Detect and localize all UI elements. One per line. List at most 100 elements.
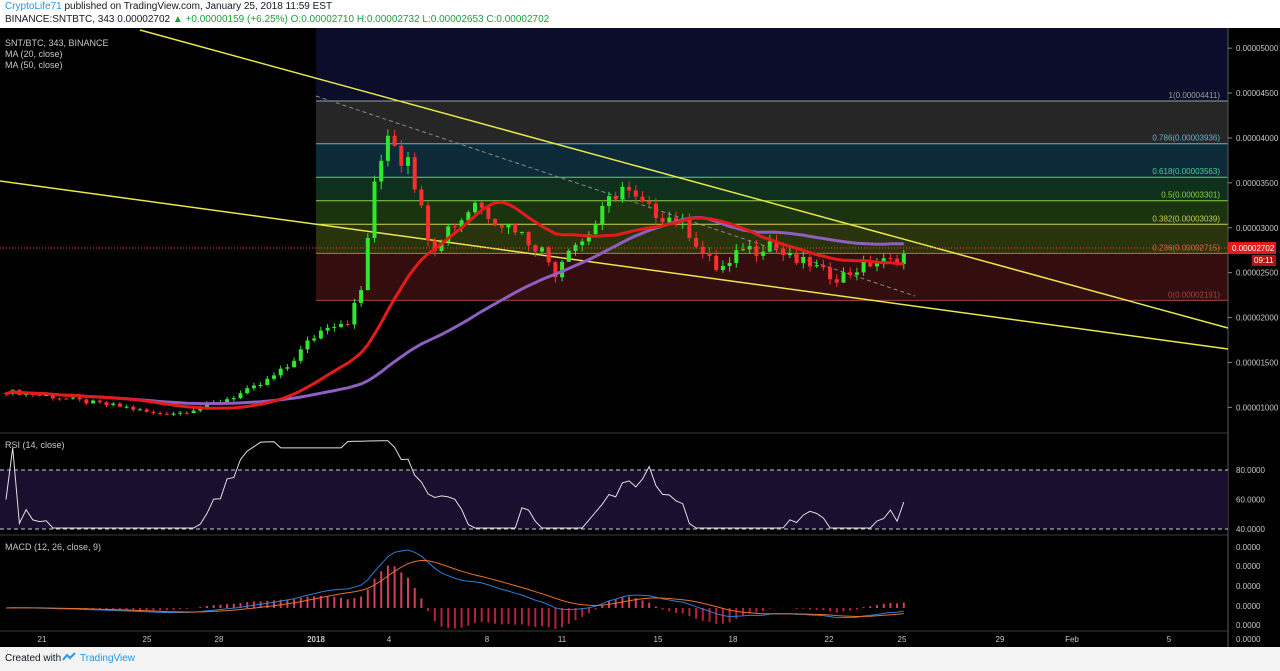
candle-body (272, 375, 276, 379)
candle-body (479, 202, 484, 208)
candle-body (513, 224, 518, 233)
candle-body (821, 265, 826, 268)
candle-body (412, 157, 417, 190)
candle-body (385, 135, 390, 161)
candle-body (553, 262, 558, 278)
candle-body (292, 360, 297, 368)
symbol-name: BINANCE:SNTBTC, 343 (5, 14, 115, 25)
candle-body (191, 410, 196, 414)
candle-body (439, 242, 444, 251)
candle-body (452, 226, 457, 228)
candle-body (848, 272, 853, 275)
fib-level-label: 0.236(0.00002715) (1152, 243, 1220, 252)
candle-body (406, 157, 410, 166)
fib-level-label: 0.5(0.00003301) (1161, 191, 1220, 200)
candle-body (747, 246, 752, 250)
chart-area[interactable]: 1(0.00004411) 0.786(0.00003936) 0.618(0.00… (0, 28, 1280, 647)
candle-body (493, 218, 498, 226)
fib-level-label: 0.618(0.00003563) (1152, 167, 1220, 176)
legend-ma20[interactable]: MA (20, close) (5, 49, 63, 59)
fib-band (316, 253, 1228, 301)
candle-body (345, 324, 350, 326)
legend-main[interactable]: SNT/BTC, 343, BINANCE (5, 38, 109, 48)
candle-body (593, 224, 598, 235)
candle-body (828, 267, 833, 280)
fib-level-label: 0.786(0.00003936) (1152, 134, 1220, 143)
candle-body (151, 411, 156, 413)
candle-body (875, 262, 879, 267)
countdown-badge (1252, 255, 1276, 266)
candle-body (781, 248, 786, 256)
time-axis[interactable]: 21 25 28 2018 4 8 11 15 18 22 25 29 Feb 5 (38, 635, 1172, 644)
legend-rsi[interactable]: RSI (14, close) (5, 440, 65, 450)
time-axis-label: 11 (558, 635, 567, 644)
candle-body (707, 252, 712, 256)
candle-body (258, 385, 263, 387)
candle-body (372, 181, 377, 238)
candle-body (687, 219, 692, 238)
candle-body (546, 247, 551, 263)
last-price-badge (1228, 242, 1276, 254)
candle-body (734, 250, 739, 263)
author-link[interactable]: CryptoLife71 (5, 1, 62, 12)
time-axis-label: 25 (143, 635, 152, 644)
price-axis-label: 0.00004500 (1236, 89, 1279, 98)
candle-body (660, 217, 665, 223)
candle-body (573, 245, 578, 251)
candle-body (305, 340, 310, 350)
last-price: 0.00002702 (117, 14, 171, 25)
candle-body (801, 256, 806, 264)
ma20-line (5, 200, 904, 410)
upper-trendline (139, 29, 1229, 329)
candle-body (754, 246, 759, 256)
time-axis-label: 28 (215, 635, 224, 644)
candle-body (499, 225, 504, 228)
price-axis-label: 0.00003500 (1236, 179, 1279, 188)
candle-body (178, 412, 183, 414)
chart-canvas[interactable]: 1(0.00004411) 0.786(0.00003936) 0.618(0.00… (0, 28, 1280, 647)
candle-body (640, 196, 645, 202)
price-axis[interactable]: 0.00005000 0.00004500 0.00004000 0.00003500… (1228, 44, 1279, 412)
legend-ma50[interactable]: MA (50, close) (5, 60, 63, 70)
candle-body (767, 241, 772, 252)
fib-upper-zone (316, 28, 1228, 102)
candle-body (399, 145, 404, 166)
candle-body (44, 395, 49, 397)
candle-body (761, 251, 766, 256)
candle-body (580, 241, 585, 246)
candle-body (352, 302, 357, 325)
candle-body (158, 412, 163, 414)
tradingview-logo-icon[interactable] (62, 652, 76, 662)
candle-body (620, 186, 625, 200)
fib-level-label: 0(0.00002191) (1168, 290, 1220, 299)
candle-body (71, 397, 75, 399)
candle-body (834, 279, 839, 283)
signal-line (5, 559, 904, 618)
chart-header: CryptoLife71 published on TradingView.co… (0, 0, 1280, 28)
time-axis-label: 2018 (307, 635, 325, 644)
candle-body (84, 399, 89, 404)
time-axis-label: 22 (825, 635, 834, 644)
candle-body (633, 190, 638, 197)
candle-body (446, 226, 451, 243)
bar-countdown: 09:11 (1254, 256, 1274, 265)
candle-body (251, 385, 256, 389)
candle-body (298, 349, 303, 361)
candle-body (50, 395, 55, 399)
fib-retracement[interactable]: 1(0.00004411) 0.786(0.00003936) 0.618(0.00… (316, 28, 1228, 301)
legend-macd[interactable]: MACD (12, 26, close, 9) (5, 542, 102, 552)
candle-body (245, 388, 250, 394)
macd-axis: 0.0000 0.0000 0.0000 0.0000 0.0000 0.0000 (1236, 543, 1261, 644)
candle-body (653, 203, 658, 218)
tradingview-link[interactable]: TradingView (80, 653, 136, 664)
candle-body (97, 400, 102, 403)
candle-body (144, 409, 149, 412)
candle-body (667, 217, 672, 223)
macd-axis-label: 0.0000 (1236, 543, 1261, 552)
price-axis-label: 0.00001500 (1236, 358, 1279, 367)
macd-axis-label: 0.0000 (1236, 562, 1261, 571)
rsi-axis-label: 80.0000 (1236, 466, 1265, 475)
macd-axis-label: 0.0000 (1236, 621, 1261, 630)
candle-body (566, 250, 571, 262)
time-axis-label: 5 (1167, 635, 1172, 644)
